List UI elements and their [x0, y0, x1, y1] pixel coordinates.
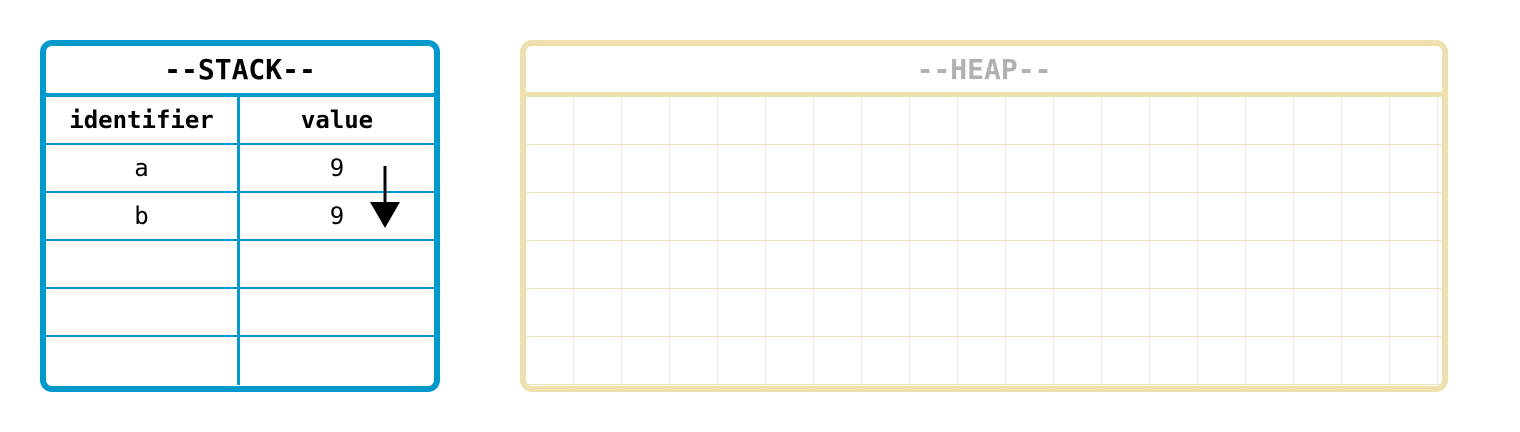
stack-title: --STACK--: [46, 46, 434, 97]
heap-title: --HEAP--: [526, 46, 1442, 97]
stack-identifier-cell: [46, 337, 240, 385]
stack-identifier-cell: [46, 241, 240, 287]
stack-row: [46, 241, 434, 289]
stack-row: [46, 337, 434, 385]
arrow-down-icon: [370, 166, 400, 228]
heap-panel: --HEAP--: [520, 40, 1448, 392]
stack-value-cell: [240, 337, 434, 385]
value-column-header: value: [300, 106, 374, 134]
stack-row: [46, 289, 434, 337]
stack-row: a 9: [46, 145, 434, 193]
stack-panel: --STACK-- identifier value a 9 b 9: [40, 40, 440, 392]
heap-grid: [526, 97, 1442, 386]
stack-value-cell: 9: [329, 202, 345, 230]
stack-identifier-cell: [46, 289, 240, 335]
stack-value-cell: [240, 241, 434, 287]
stack-identifier-cell: b: [46, 193, 240, 239]
stack-value-cell: [240, 289, 434, 335]
stack-row: b 9: [46, 193, 434, 241]
stack-value-cell: 9: [329, 154, 345, 182]
stack-identifier-cell: a: [46, 145, 240, 191]
identifier-column-header: identifier: [46, 97, 240, 143]
stack-table: identifier value a 9 b 9: [46, 97, 434, 385]
stack-header-row: identifier value: [46, 97, 434, 145]
